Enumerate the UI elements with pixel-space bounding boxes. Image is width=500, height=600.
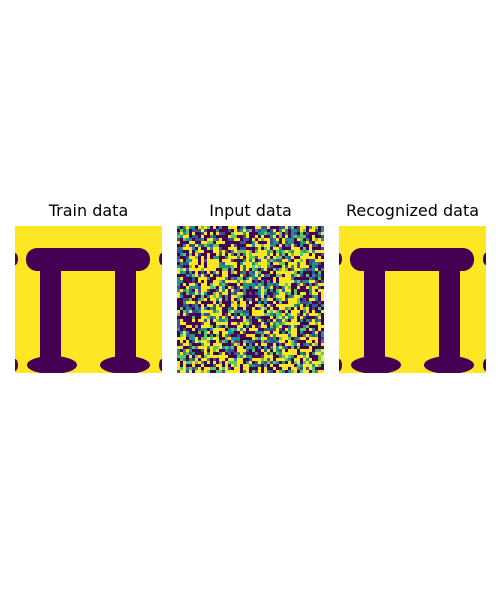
input-data-image	[177, 226, 324, 373]
panel-title: Input data	[209, 201, 292, 220]
train-data-image	[15, 226, 162, 373]
edge-blob-bottom-left	[339, 359, 342, 371]
pi-right-foot	[100, 356, 150, 373]
edge-blob-top-left	[15, 253, 18, 265]
edge-blob-bottom-right	[483, 359, 486, 371]
panel-title: Recognized data	[345, 201, 480, 220]
edge-blob-top-right	[483, 253, 486, 265]
pi-left-foot	[27, 356, 77, 373]
edge-blob-bottom-left	[15, 359, 18, 371]
noise-pixels	[177, 226, 324, 373]
panel-title: Train data	[48, 201, 129, 220]
pi-left-leg	[364, 261, 385, 361]
edge-blob-top-right	[159, 253, 162, 265]
pi-left-foot	[351, 356, 401, 373]
pi-left-leg	[40, 261, 61, 361]
recognized-data-image	[339, 226, 486, 373]
edge-blob-bottom-right	[159, 359, 162, 371]
pi-right-foot	[424, 356, 474, 373]
edge-blob-top-left	[339, 253, 342, 265]
pi-right-leg	[115, 261, 136, 361]
pi-right-leg	[439, 261, 460, 361]
pi-glyph	[15, 248, 162, 373]
pi-glyph	[339, 248, 486, 373]
